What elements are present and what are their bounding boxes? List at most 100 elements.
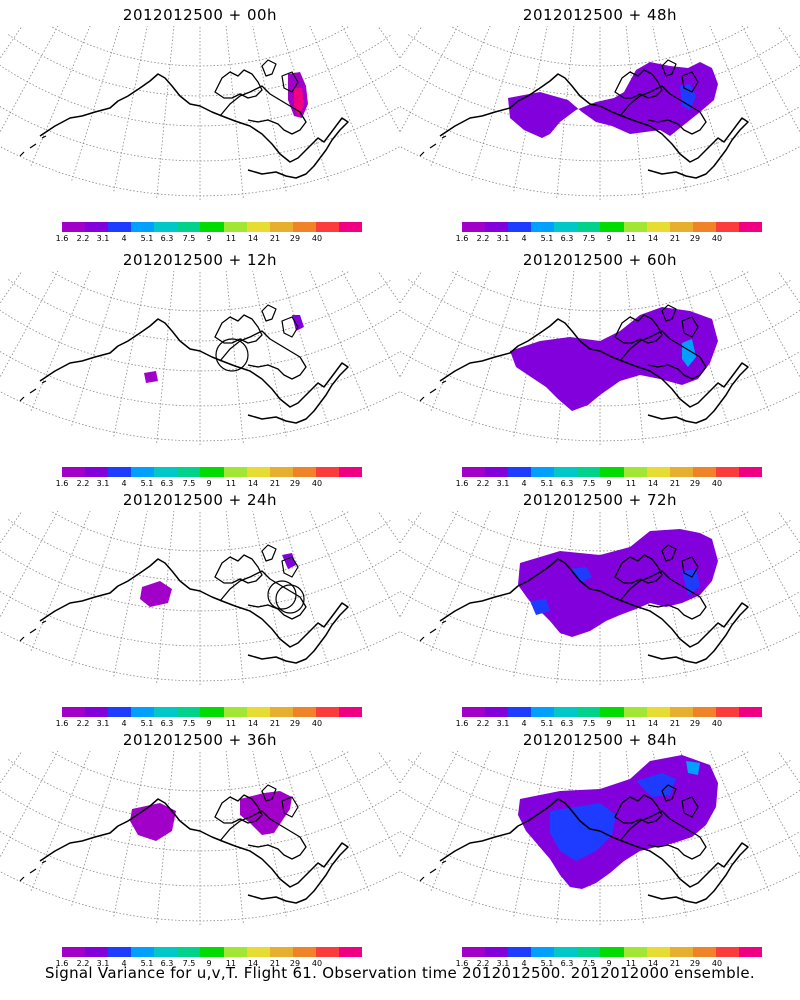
meridian-gridline <box>279 271 329 427</box>
latitude-gridline <box>0 146 400 197</box>
meridian-gridline <box>652 511 687 678</box>
meridian-gridline <box>741 511 800 618</box>
colorbar-swatch <box>531 707 555 717</box>
meridian-gridline <box>279 26 329 182</box>
meridian-gridline <box>652 751 687 918</box>
meridian-gridline <box>741 271 800 378</box>
variance-region <box>518 755 718 889</box>
meridian-gridline <box>252 751 287 918</box>
latitude-gridline <box>0 391 400 442</box>
colorbar-tick-label: 2.2 <box>476 959 490 968</box>
colorbar-tick-label: 14 <box>647 234 659 243</box>
variance-region <box>550 773 676 861</box>
colorbar-tick-label: 9 <box>206 234 212 243</box>
colorbar-swatch <box>531 222 555 232</box>
colorbar-tick-label: 2.2 <box>76 719 90 728</box>
colorbar-tick-label: 7.5 <box>182 234 196 243</box>
colorbar-swatch <box>338 707 363 717</box>
colorbar-tick-label: 3.1 <box>96 959 110 968</box>
meridian-gridline <box>71 511 121 667</box>
arctic-islands <box>261 544 299 578</box>
observation-circle <box>215 338 249 372</box>
coastline <box>219 570 307 620</box>
arctic-islands <box>214 314 263 344</box>
meridian-gridline <box>556 751 575 924</box>
colorbar-tick-label: 3.1 <box>496 479 510 488</box>
colorbar-tick-label: 29 <box>689 234 701 243</box>
variance-region <box>140 581 172 607</box>
meridian-gridline <box>30 511 91 652</box>
colorbar-swatch <box>246 467 270 477</box>
coastline <box>39 318 349 424</box>
colorbar-swatch <box>715 707 739 717</box>
meridian-gridline <box>709 751 770 892</box>
panel-title: 2012012500 + 24h <box>122 491 278 509</box>
colorbar-tick-label: 21 <box>269 719 281 728</box>
colorbar-tick-label: 9 <box>206 959 212 968</box>
colorbar-labels: 1.6 2.2 3.1 4 5.1 6.3 7.5 9 11 14 21 29 40 <box>55 959 385 969</box>
meridian-gridline <box>400 751 459 858</box>
map-panel-60h: 2012012500 + 60h 1.6 2.2 3.1 4 5.1 6.3 7.5 9 11 14… <box>400 245 800 488</box>
arctic-islands <box>261 304 299 338</box>
meridian-gridline <box>113 271 148 438</box>
colorbar-tick-label: 1.6 <box>55 959 69 968</box>
meridian-gridline <box>679 751 729 907</box>
colorbar-swatch <box>508 222 532 232</box>
colorbar-swatch <box>485 467 509 477</box>
map-panel-84h: 2012012500 + 84h 1.6 2.2 3.1 4 5.1 6.3 7.5 9 11 14… <box>400 725 800 968</box>
meridian-gridline <box>309 751 370 892</box>
colorbar-swatch <box>246 222 270 232</box>
arctic-islands <box>661 59 699 93</box>
coastline <box>219 85 307 135</box>
colorbar-swatch <box>338 467 363 477</box>
meridian-gridline <box>225 511 244 684</box>
meridian-gridline <box>400 511 459 618</box>
colorbar-swatch <box>485 947 509 957</box>
colorbar-tick-label: 4 <box>121 719 127 728</box>
panel-title: 2012012500 + 00h <box>122 6 278 24</box>
colorbar-swatch <box>269 467 293 477</box>
colorbar-tick-label: 11 <box>625 234 637 243</box>
colorbar-swatch <box>269 222 293 232</box>
meridian-gridline <box>471 511 521 667</box>
meridian-gridline <box>513 511 548 678</box>
meridian-gridline <box>30 26 91 167</box>
colorbar-tick-label: 21 <box>269 959 281 968</box>
colorbar-tick-label: 1.6 <box>455 719 469 728</box>
meridian-gridline <box>156 511 175 684</box>
coastline <box>439 798 749 904</box>
latitude-gridline <box>408 279 792 342</box>
colorbar-tick-label: 4 <box>521 234 527 243</box>
colorbar <box>62 467 363 477</box>
colorbar-swatch <box>462 947 486 957</box>
colorbar-tick-label: 29 <box>289 719 301 728</box>
colorbar-labels: 1.6 2.2 3.1 4 5.1 6.3 7.5 9 11 14 21 29 40 <box>455 959 785 969</box>
meridian-gridline <box>156 751 175 924</box>
colorbar-tick-label: 9 <box>606 959 612 968</box>
meridian-gridline <box>309 26 370 167</box>
arctic-islands <box>614 69 663 99</box>
colorbar-swatch <box>131 222 155 232</box>
meridian-gridline <box>0 271 59 378</box>
meridian-gridline <box>225 751 244 924</box>
arctic-islands <box>214 794 263 824</box>
colorbar <box>62 947 363 957</box>
colorbar-tick-label: 3.1 <box>496 719 510 728</box>
variance-map <box>400 26 800 201</box>
colorbar-swatch <box>177 947 201 957</box>
colorbar-tick-label: 2.2 <box>476 719 490 728</box>
colorbar-tick-label: 11 <box>625 959 637 968</box>
latitude-gridline <box>400 789 800 852</box>
meridian-gridline <box>625 511 644 684</box>
colorbar-swatch <box>646 467 670 477</box>
colorbar-labels: 1.6 2.2 3.1 4 5.1 6.3 7.5 9 11 14 21 29 40 <box>55 719 385 729</box>
latitude-gridline <box>0 549 400 612</box>
colorbar-swatch <box>223 467 247 477</box>
latitude-gridline <box>408 759 792 822</box>
meridian-gridline <box>225 26 244 199</box>
meridian-gridline <box>309 511 370 652</box>
colorbar <box>462 467 763 477</box>
colorbar-tick-label: 14 <box>647 719 659 728</box>
latitude-gridline <box>0 351 400 407</box>
colorbar-swatch <box>554 467 578 477</box>
